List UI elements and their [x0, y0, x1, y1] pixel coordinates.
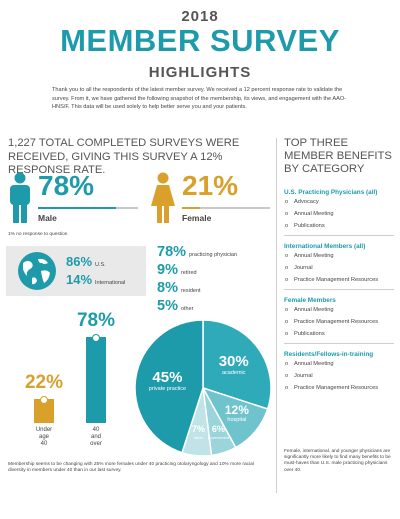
pie-slice-private-practice — [134, 319, 204, 454]
age-category-label: Under age 40 — [35, 427, 53, 447]
age-bar — [86, 337, 106, 423]
benefit-item: Practice Management Resources — [284, 277, 394, 284]
practice-setting-pie-chart — [134, 319, 272, 457]
international-stat: 14% International — [66, 272, 125, 287]
sidebar-separator — [284, 289, 394, 290]
pie-label-government: 6% government — [207, 423, 229, 440]
age-category-label: 40 and over — [90, 427, 102, 447]
page-subtitle: HIGHLIGHTS — [148, 64, 252, 81]
status-label: other — [180, 306, 194, 312]
male-stat: 78% Male — [8, 170, 138, 227]
female-label: Female — [182, 213, 212, 223]
male-bar — [38, 207, 138, 209]
status-number: 9% — [157, 262, 178, 278]
us-percent: 86% — [66, 254, 93, 269]
sidebar-divider — [276, 138, 277, 493]
status-stat-practicing: 78% practicing physician — [157, 243, 237, 261]
benefit-item: Journal — [284, 265, 394, 272]
benefit-item: Publications — [284, 223, 394, 230]
sidebar-separator — [284, 343, 394, 344]
female-person-icon — [151, 172, 175, 223]
diversity-footnote: Membership seems to be changing with 25%… — [8, 462, 254, 474]
age-bar-cap — [40, 395, 48, 404]
benefit-item: Annual Meeting — [284, 211, 394, 218]
benefit-item: Annual Meeting — [284, 307, 394, 314]
globe-icon — [18, 252, 56, 290]
age-bar-chart: 22% Under age 40 78% 40 and over — [20, 305, 130, 460]
age-bar-value-label: 22% — [24, 371, 64, 393]
age-bar-cap — [92, 334, 100, 343]
male-percent: 78% — [38, 170, 95, 201]
status-number: 5% — [157, 298, 178, 314]
status-label: practicing physician — [189, 252, 238, 258]
pie-label-private-practice: 45% private practice — [148, 369, 187, 393]
pie-label-hospital: 12% hospital — [224, 403, 249, 424]
status-number: 8% — [157, 280, 178, 296]
intro-paragraph: Thank you to all the respondents of the … — [52, 87, 347, 111]
category-us-physicians: U.S. Practicing Physicians (all) — [284, 189, 378, 196]
pie-label-other: 7% other — [191, 423, 205, 440]
pie-label-academic: 30% academic — [218, 352, 249, 376]
sidebar-separator — [284, 235, 394, 236]
category-residents: Residents/Fellows-in-training — [284, 351, 374, 358]
female-stat: 21% Female — [150, 170, 276, 227]
page-title: MEMBER SURVEY — [60, 23, 340, 58]
female-percent: 21% — [182, 170, 239, 201]
benefit-item: Practice Management Resources — [284, 319, 394, 326]
category-female: Female Members — [284, 297, 336, 304]
response-headline: 1,227 TOTAL COMPLETED SURVEYS WERE RECEI… — [8, 137, 240, 176]
age-bar-value-label: 78% — [76, 310, 116, 332]
female-bar — [182, 207, 270, 209]
benefits-sidebar: TOP THREE MEMBER BENEFITS BY CATEGORY U.… — [284, 137, 394, 397]
sidebar-note: Female, international, and younger physi… — [284, 449, 391, 473]
sidebar-title: TOP THREE MEMBER BENEFITS BY CATEGORY — [284, 137, 392, 175]
pie-slice-academic — [202, 319, 272, 410]
status-label: retired — [180, 270, 197, 276]
female-bar-fill — [182, 207, 201, 209]
us-stat: 86% U.S. — [66, 254, 106, 269]
benefit-item: Journal — [284, 373, 394, 380]
no-response-note: 1% no response to question — [8, 232, 68, 237]
benefit-item: Practice Management Resources — [284, 385, 394, 392]
status-stat-other: 5% other — [157, 297, 194, 315]
us-label: U.S. — [95, 262, 106, 268]
status-number: 78% — [157, 244, 187, 260]
benefit-item: Publications — [284, 331, 394, 338]
survey-year: 2018 — [181, 8, 219, 25]
international-label: International — [95, 280, 126, 286]
benefit-item: Advocacy — [284, 199, 394, 206]
location-box: 86% U.S. 14% International — [6, 246, 146, 296]
benefit-item: Annual Meeting — [284, 253, 394, 260]
male-label: Male — [38, 213, 57, 223]
male-bar-fill — [38, 207, 116, 209]
status-stat-resident: 8% resident — [157, 279, 201, 297]
status-stat-retired: 9% retired — [157, 261, 197, 279]
status-label: resident — [180, 288, 201, 294]
category-international: International Members (all) — [284, 243, 366, 250]
international-percent: 14% — [66, 272, 93, 287]
age-bar — [34, 398, 54, 423]
male-person-icon — [10, 172, 30, 223]
benefit-item: Annual Meeting — [284, 361, 394, 368]
